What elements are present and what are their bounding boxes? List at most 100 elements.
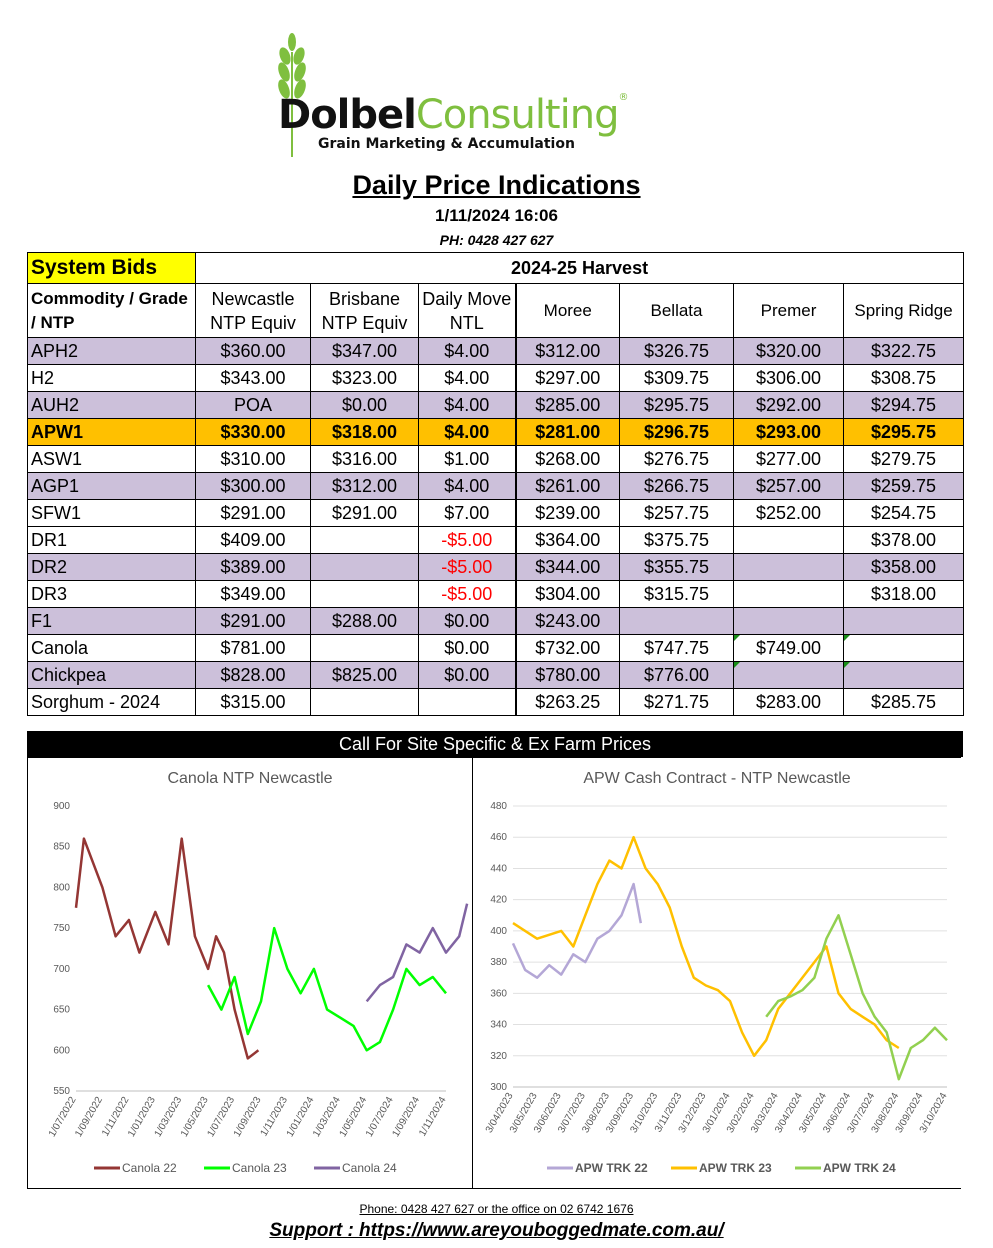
price-cell: $268.00 — [514, 445, 620, 473]
price-cell — [733, 661, 844, 689]
price-cell — [619, 607, 734, 635]
price-cell: $271.75 — [619, 688, 734, 716]
price-cell: $294.75 — [842, 391, 965, 419]
legend-label: APW TRK 23 — [699, 1161, 772, 1175]
price-cell: $4.00 — [418, 391, 516, 419]
price-cell: $323.00 — [310, 364, 419, 392]
grade-cell: Canola — [27, 634, 196, 662]
price-cell: $266.75 — [619, 472, 734, 500]
y-tick-label: 380 — [490, 957, 507, 968]
price-cell: $295.75 — [842, 418, 965, 446]
column-header: Bellata — [619, 283, 734, 338]
y-tick-label: 300 — [490, 1082, 507, 1093]
y-tick-label: 700 — [53, 964, 70, 975]
price-cell: $7.00 — [418, 499, 516, 527]
table-row: ASW1 $310.00 $316.00 $1.00 $268.00 $276.75 $27… — [27, 445, 965, 473]
price-cell: $285.75 — [842, 688, 965, 716]
price-cell: $261.00 — [514, 472, 620, 500]
table-top-row: System Bids 2024-25 Harvest — [27, 252, 965, 284]
chart-title: Canola NTP Newcastle — [167, 770, 333, 787]
grade-cell: AUH2 — [27, 391, 196, 419]
price-cell: $316.00 — [310, 445, 419, 473]
price-cell — [842, 661, 965, 689]
price-cell: $360.00 — [195, 337, 311, 365]
price-cell: $4.00 — [418, 337, 516, 365]
price-cell — [733, 526, 844, 554]
price-cell: $318.00 — [310, 418, 419, 446]
grade-cell: DR1 — [27, 526, 196, 554]
price-cell: $358.00 — [842, 553, 965, 581]
price-cell: $288.00 — [310, 607, 419, 635]
x-tick-label: 1/11/2024 — [417, 1095, 449, 1139]
table-row: APH2 $360.00 $347.00 $4.00 $312.00 $326.75 $32… — [27, 337, 965, 365]
price-cell: $297.00 — [514, 364, 620, 392]
page-title: Daily Price Indications — [0, 170, 993, 201]
price-cell: $4.00 — [418, 418, 516, 446]
registered-mark: ® — [618, 92, 628, 103]
footer-phone: Phone: 0428 427 627 or the office on 02 … — [359, 1202, 634, 1216]
price-cell: $355.75 — [619, 553, 734, 581]
price-cell: $312.00 — [514, 337, 620, 365]
price-cell — [310, 634, 419, 662]
price-cell: $312.00 — [310, 472, 419, 500]
price-cell: $310.00 — [195, 445, 311, 473]
price-cell: $344.00 — [514, 553, 620, 581]
y-tick-label: 750 — [53, 923, 70, 934]
price-cell — [733, 580, 844, 608]
price-cell: $276.75 — [619, 445, 734, 473]
price-cell: $322.75 — [842, 337, 965, 365]
price-cell: $309.75 — [619, 364, 734, 392]
price-cell — [733, 553, 844, 581]
price-cell — [310, 553, 419, 581]
y-tick-label: 360 — [490, 988, 507, 999]
series-line — [511, 882, 643, 979]
price-cell: $349.00 — [195, 580, 311, 608]
series-line — [512, 835, 900, 1058]
table-row: DR2 $389.00 -$5.00 $344.00 $355.75 $358.00 — [27, 553, 965, 581]
price-cell: $315.75 — [619, 580, 734, 608]
y-tick-label: 900 — [53, 801, 70, 812]
price-cell: $320.00 — [733, 337, 844, 365]
price-cell: $243.00 — [514, 607, 620, 635]
column-header: Premer — [733, 283, 844, 338]
grade-cell: ASW1 — [27, 445, 196, 473]
table-row: Chickpea $828.00 $825.00 $0.00 $780.00 $776.0… — [27, 661, 965, 689]
table-row: SFW1 $291.00 $291.00 $7.00 $239.00 $257.75 $25… — [27, 499, 965, 527]
price-cell: $254.75 — [842, 499, 965, 527]
price-cell: $281.00 — [514, 418, 620, 446]
price-cell: $0.00 — [418, 607, 516, 635]
price-cell — [310, 688, 419, 716]
y-tick-label: 600 — [53, 1045, 70, 1056]
column-header: Commodity / Grade / NTP — [27, 283, 196, 338]
table-row: Sorghum - 2024 $315.00 $263.25 $271.75 $283.… — [27, 688, 965, 716]
legend-label: APW TRK 24 — [823, 1161, 896, 1175]
apw-chart-svg: 3003203403603804004204404604803/04/20233… — [484, 801, 950, 1175]
system-bids-label: System Bids — [27, 252, 196, 284]
brand-part1: Dolbel — [278, 92, 417, 138]
canola-chart: Canola NTP Newcastle 550 600 650 700 750 800 8… — [28, 758, 472, 1188]
price-cell: $263.25 — [514, 688, 620, 716]
price-cell: $291.00 — [310, 499, 419, 527]
table-row: AGP1 $300.00 $312.00 $4.00 $261.00 $266.75 $25… — [27, 472, 965, 500]
company-logo: DolbelConsulting® Grain Marketing & Accu… — [272, 32, 632, 162]
price-cell: $747.75 — [619, 634, 734, 662]
price-cell: $291.00 — [195, 499, 311, 527]
price-cell: $304.00 — [514, 580, 620, 608]
chart-title: APW Cash Contract - NTP Newcastle — [583, 770, 851, 787]
price-table: System Bids 2024-25 Harvest Commodity / … — [27, 252, 965, 716]
column-header: Daily Move NTL — [418, 283, 516, 338]
series-line — [207, 926, 447, 1052]
grade-cell: Sorghum - 2024 — [27, 688, 196, 716]
price-cell: $375.75 — [619, 526, 734, 554]
price-cell: $318.00 — [842, 580, 965, 608]
table-row: APW1 $330.00 $318.00 $4.00 $281.00 $296.75 $29… — [27, 418, 965, 446]
price-cell: $306.00 — [733, 364, 844, 392]
price-cell — [418, 688, 516, 716]
price-cell: $257.75 — [619, 499, 734, 527]
price-cell: $257.00 — [733, 472, 844, 500]
legend-label: Canola 24 — [342, 1161, 397, 1175]
price-cell: $1.00 — [418, 445, 516, 473]
brand-name: DolbelConsulting® — [278, 92, 628, 138]
price-cell: $780.00 — [514, 661, 620, 689]
support-link[interactable]: Support : https://www.areyouboggedmate.c… — [269, 1220, 724, 1241]
